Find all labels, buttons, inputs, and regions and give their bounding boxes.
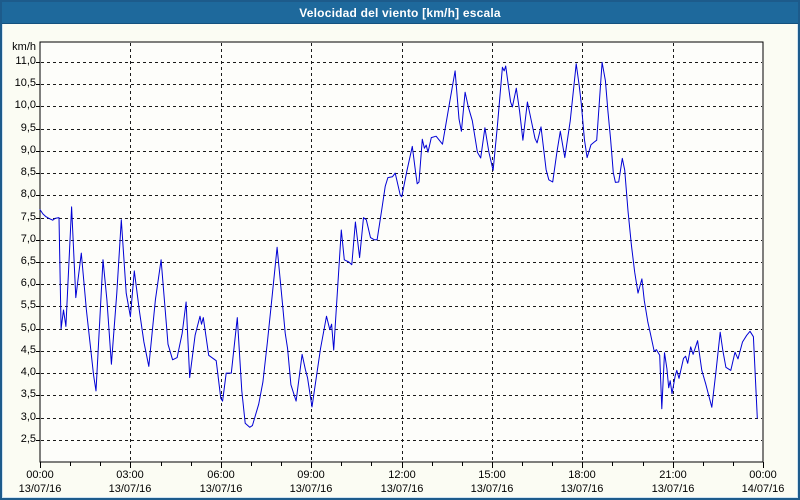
plot-area (39, 41, 764, 463)
chart-title: Velocidad del viento [km/h] escala (299, 5, 501, 20)
wind-speed-series-line (39, 61, 758, 428)
chart-title-bar: Velocidad del viento [km/h] escala (2, 2, 798, 24)
